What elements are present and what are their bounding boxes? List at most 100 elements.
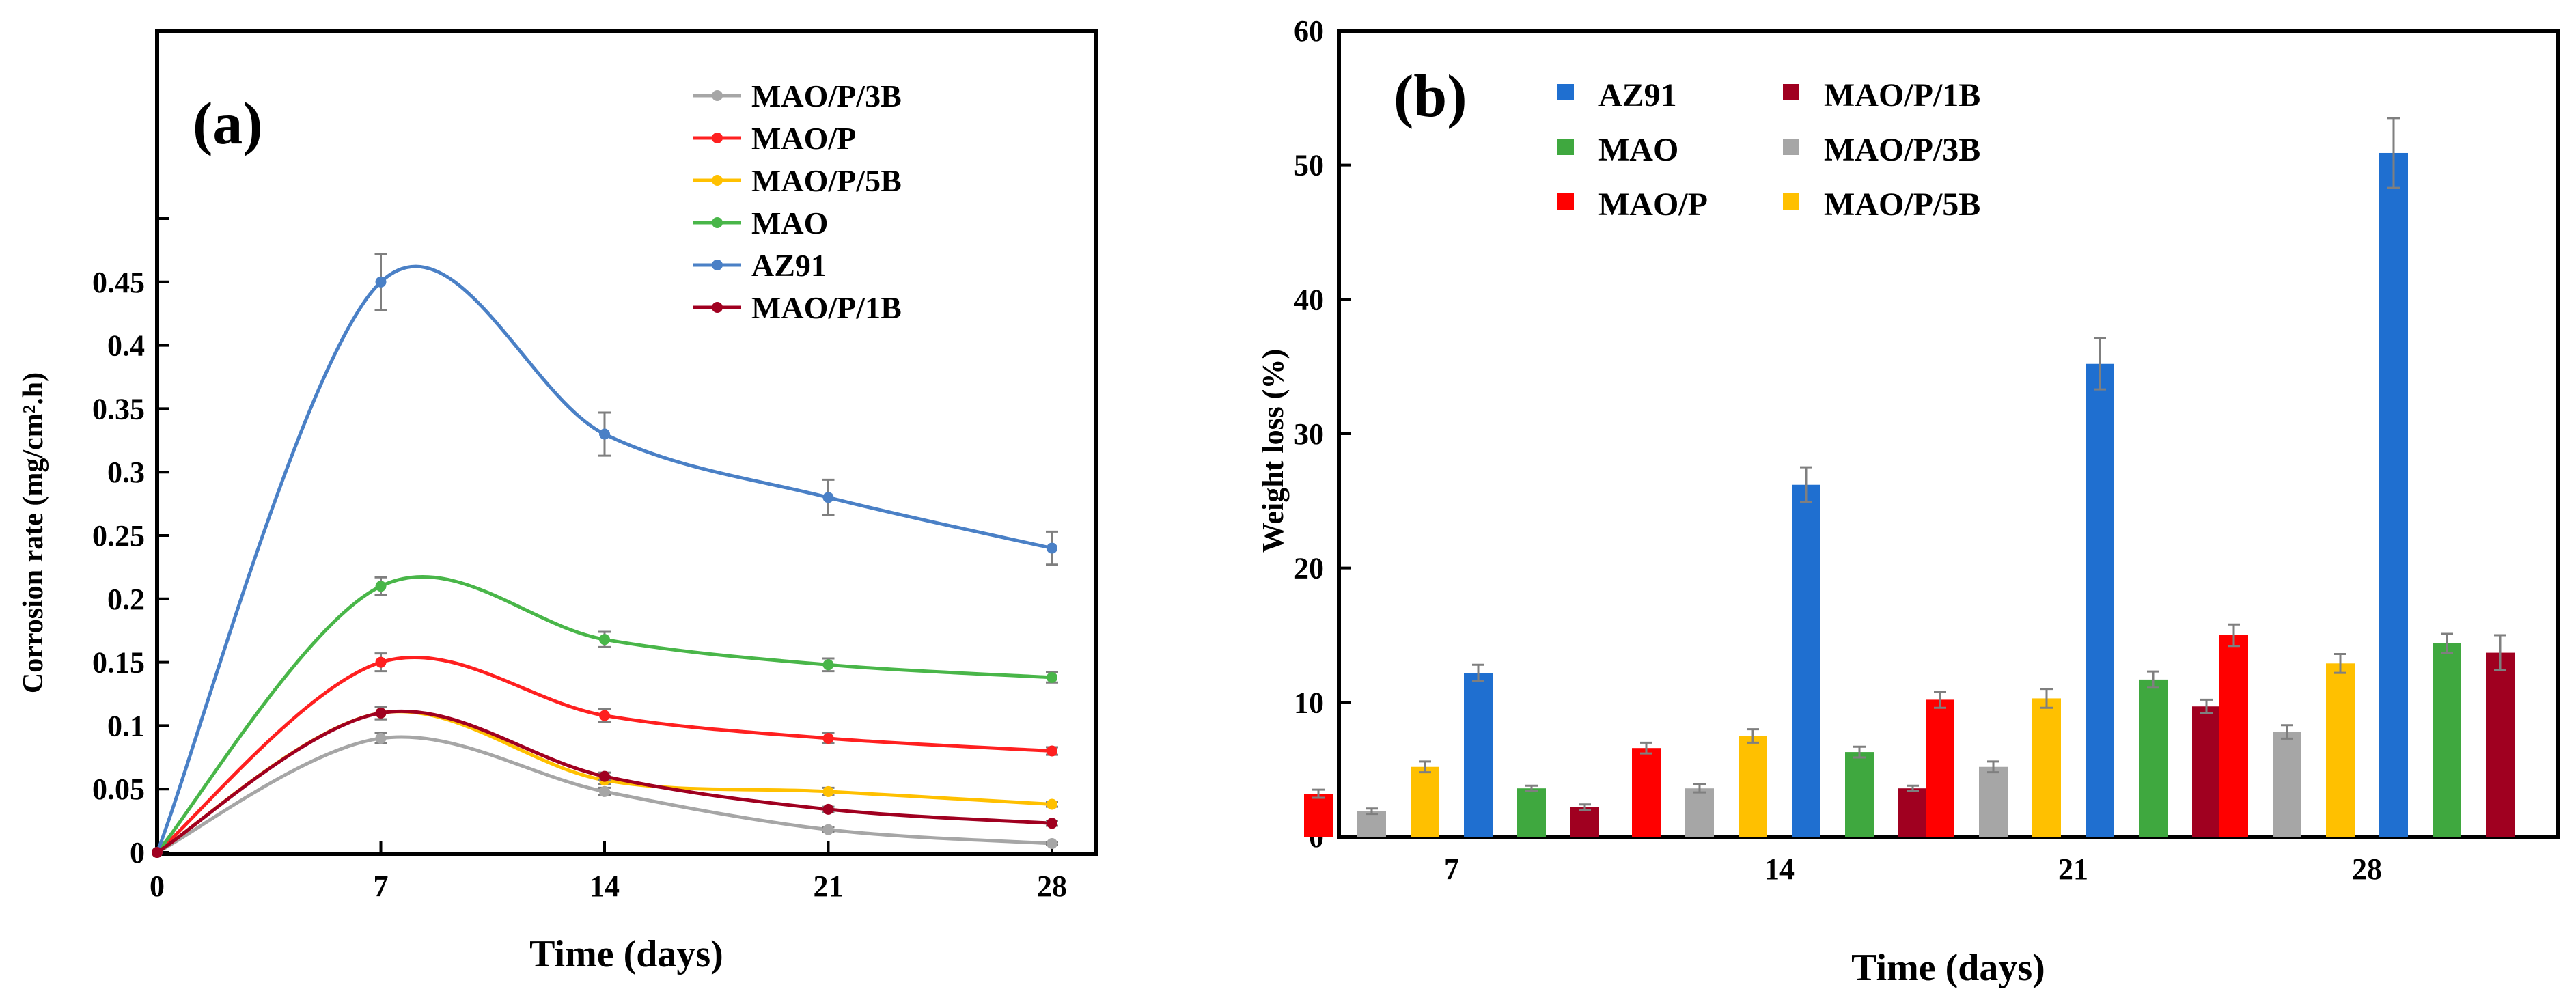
chart-a-point — [1047, 798, 1057, 810]
chart-a-y-tick-label: 0.25 — [92, 519, 145, 553]
chart-b-legend-label: MAO/P/1B — [1824, 77, 1980, 113]
chart-b-legend-swatch — [1557, 193, 1574, 210]
chart-a-y-tick-label: 0.3 — [107, 456, 145, 489]
chart-b-legend-item: MAO/P/5B — [1783, 186, 1980, 223]
chart-a-series-mao — [152, 575, 1058, 858]
chart-b-bar — [1979, 766, 2008, 837]
chart-a-point — [375, 707, 387, 719]
chart-b-group-21 — [1926, 337, 2221, 837]
chart-a-point — [822, 732, 834, 744]
chart-b-legend-item: MAO/P — [1557, 186, 1708, 223]
chart-a-x-tick-label: 28 — [1037, 869, 1067, 903]
chart-b-bar — [1685, 788, 1714, 837]
chart-a-y-tick-label: 0.4 — [107, 329, 145, 363]
chart-a-y-tick-label: 0.1 — [107, 709, 145, 742]
chart-b-x-tick-label: 28 — [2352, 852, 2382, 886]
chart-b-x-tick-label: 21 — [2058, 852, 2088, 886]
chart-b-legend-label: MAO/P — [1598, 186, 1708, 223]
chart-b-bar — [1632, 748, 1661, 837]
chart-a-point — [599, 634, 610, 645]
chart-a-y-tick-label: 0.45 — [92, 266, 145, 299]
chart-a-legend-item: MAO/P/3B — [693, 79, 902, 113]
chart-a-point — [822, 824, 834, 835]
chart-b-bar — [2219, 635, 2248, 837]
chart-b-panel-label: (b) — [1394, 64, 1467, 130]
chart-a-series-mao-p-5b — [152, 706, 1058, 858]
chart-b-legend-label: MAO/P/3B — [1824, 132, 1980, 168]
chart-b-legend-swatch — [1557, 139, 1574, 155]
chart-a-legend-item: MAO — [693, 206, 828, 240]
chart-b-bar — [1898, 788, 1927, 837]
chart-a-legend-label: MAO/P — [751, 121, 856, 156]
chart-a-series-line — [155, 264, 1053, 853]
chart-a-legend: MAO/P/3B MAO/P MAO/P/5B MAO AZ91 MAO/P/1B — [693, 79, 902, 325]
chart-a-y-tick-label: 0 — [130, 836, 145, 869]
chart-a-corrosion-rate: (a) Time (days) Corrosion rate (mg/cm².h… — [18, 29, 1098, 975]
chart-b-bar — [2192, 706, 2221, 837]
chart-a-legend-marker — [712, 260, 723, 270]
chart-b-legend-label: MAO/P/5B — [1824, 186, 1980, 223]
chart-b-legend: AZ91 MAO/P/1B MAO MAO/P/3B MAO/P MAO/P/5B — [1557, 77, 1980, 223]
chart-b-bar — [2486, 652, 2515, 837]
chart-a-legend-marker — [712, 302, 723, 313]
chart-b-bar — [1411, 766, 1439, 837]
chart-a-y-tick-label: 0.2 — [107, 583, 145, 616]
chart-a-x-tick-label: 14 — [590, 869, 620, 903]
chart-b-legend-item: MAO/P/3B — [1783, 132, 1980, 168]
chart-a-point — [599, 428, 610, 440]
chart-b-bar — [2433, 643, 2461, 837]
chart-b-bar — [1739, 736, 1767, 837]
chart-a-series — [152, 253, 1058, 858]
chart-a-y-tick-label: 0.05 — [92, 773, 145, 806]
chart-a-series-mao-p — [152, 652, 1058, 858]
chart-b-bar — [2273, 732, 2301, 837]
chart-b-bar — [2326, 663, 2355, 837]
chart-a-point — [822, 492, 834, 503]
chart-a-point — [375, 732, 387, 744]
chart-b-legend-swatch — [1783, 139, 1799, 155]
chart-a-legend-marker — [712, 175, 723, 186]
chart-a-legend-item: AZ91 — [693, 248, 827, 283]
chart-b-legend-swatch — [1783, 193, 1799, 210]
chart-b-y-axis-title: Weight loss (%) — [1256, 349, 1290, 553]
chart-a-point — [822, 785, 834, 797]
chart-b-y-tick-label: 40 — [1294, 283, 1324, 316]
chart-a-legend-item: MAO/P/1B — [693, 290, 902, 325]
chart-a-legend-marker — [712, 217, 723, 228]
chart-a-point — [822, 803, 834, 815]
chart-a-legend-label: MAO/P/1B — [751, 290, 902, 325]
chart-b-bar — [1464, 673, 1493, 837]
chart-a-legend-marker — [712, 133, 723, 143]
chart-b-legend-swatch — [1783, 84, 1799, 100]
chart-b-weight-loss: (b) Time (days) Weight loss (%) 01020304… — [1256, 14, 2560, 989]
chart-a-series-az91 — [152, 253, 1058, 858]
chart-b-bar — [2379, 152, 2408, 837]
chart-a-x-axis-title: Time (days) — [529, 933, 723, 975]
chart-a-y-axis-title: Corrosion rate (mg/cm².h) — [18, 372, 49, 693]
chart-a-legend-label: MAO/P/5B — [751, 163, 902, 198]
chart-a-point — [1047, 542, 1057, 554]
chart-a-legend-item: MAO/P/5B — [693, 163, 902, 198]
chart-a-point — [822, 659, 834, 671]
chart-a-point — [1047, 838, 1057, 850]
chart-b-legend-label: MAO — [1598, 132, 1678, 168]
chart-b-y-tick-label: 60 — [1294, 14, 1324, 48]
chart-a-x-tick-label: 0 — [150, 869, 165, 903]
chart-a-point — [1047, 818, 1057, 829]
chart-b-group-14 — [1632, 466, 1927, 837]
chart-b-group-7 — [1304, 663, 1599, 837]
chart-b-bar — [2086, 363, 2114, 837]
chart-a-frame — [155, 29, 1098, 856]
chart-a-y-tick-label: 0.35 — [92, 392, 145, 426]
chart-b-y-tick-label: 30 — [1294, 417, 1324, 451]
chart-b-bar — [1517, 788, 1546, 837]
chart-a-point — [375, 581, 387, 592]
chart-b-x-tick-label: 14 — [1764, 852, 1795, 886]
chart-a-point — [599, 710, 610, 721]
chart-b-y-tick-label: 10 — [1294, 686, 1324, 719]
chart-b-legend-label: AZ91 — [1598, 77, 1677, 113]
chart-b-bar — [2139, 679, 2168, 837]
chart-b-bar — [1357, 811, 1386, 837]
chart-a-series-line — [156, 655, 1053, 854]
